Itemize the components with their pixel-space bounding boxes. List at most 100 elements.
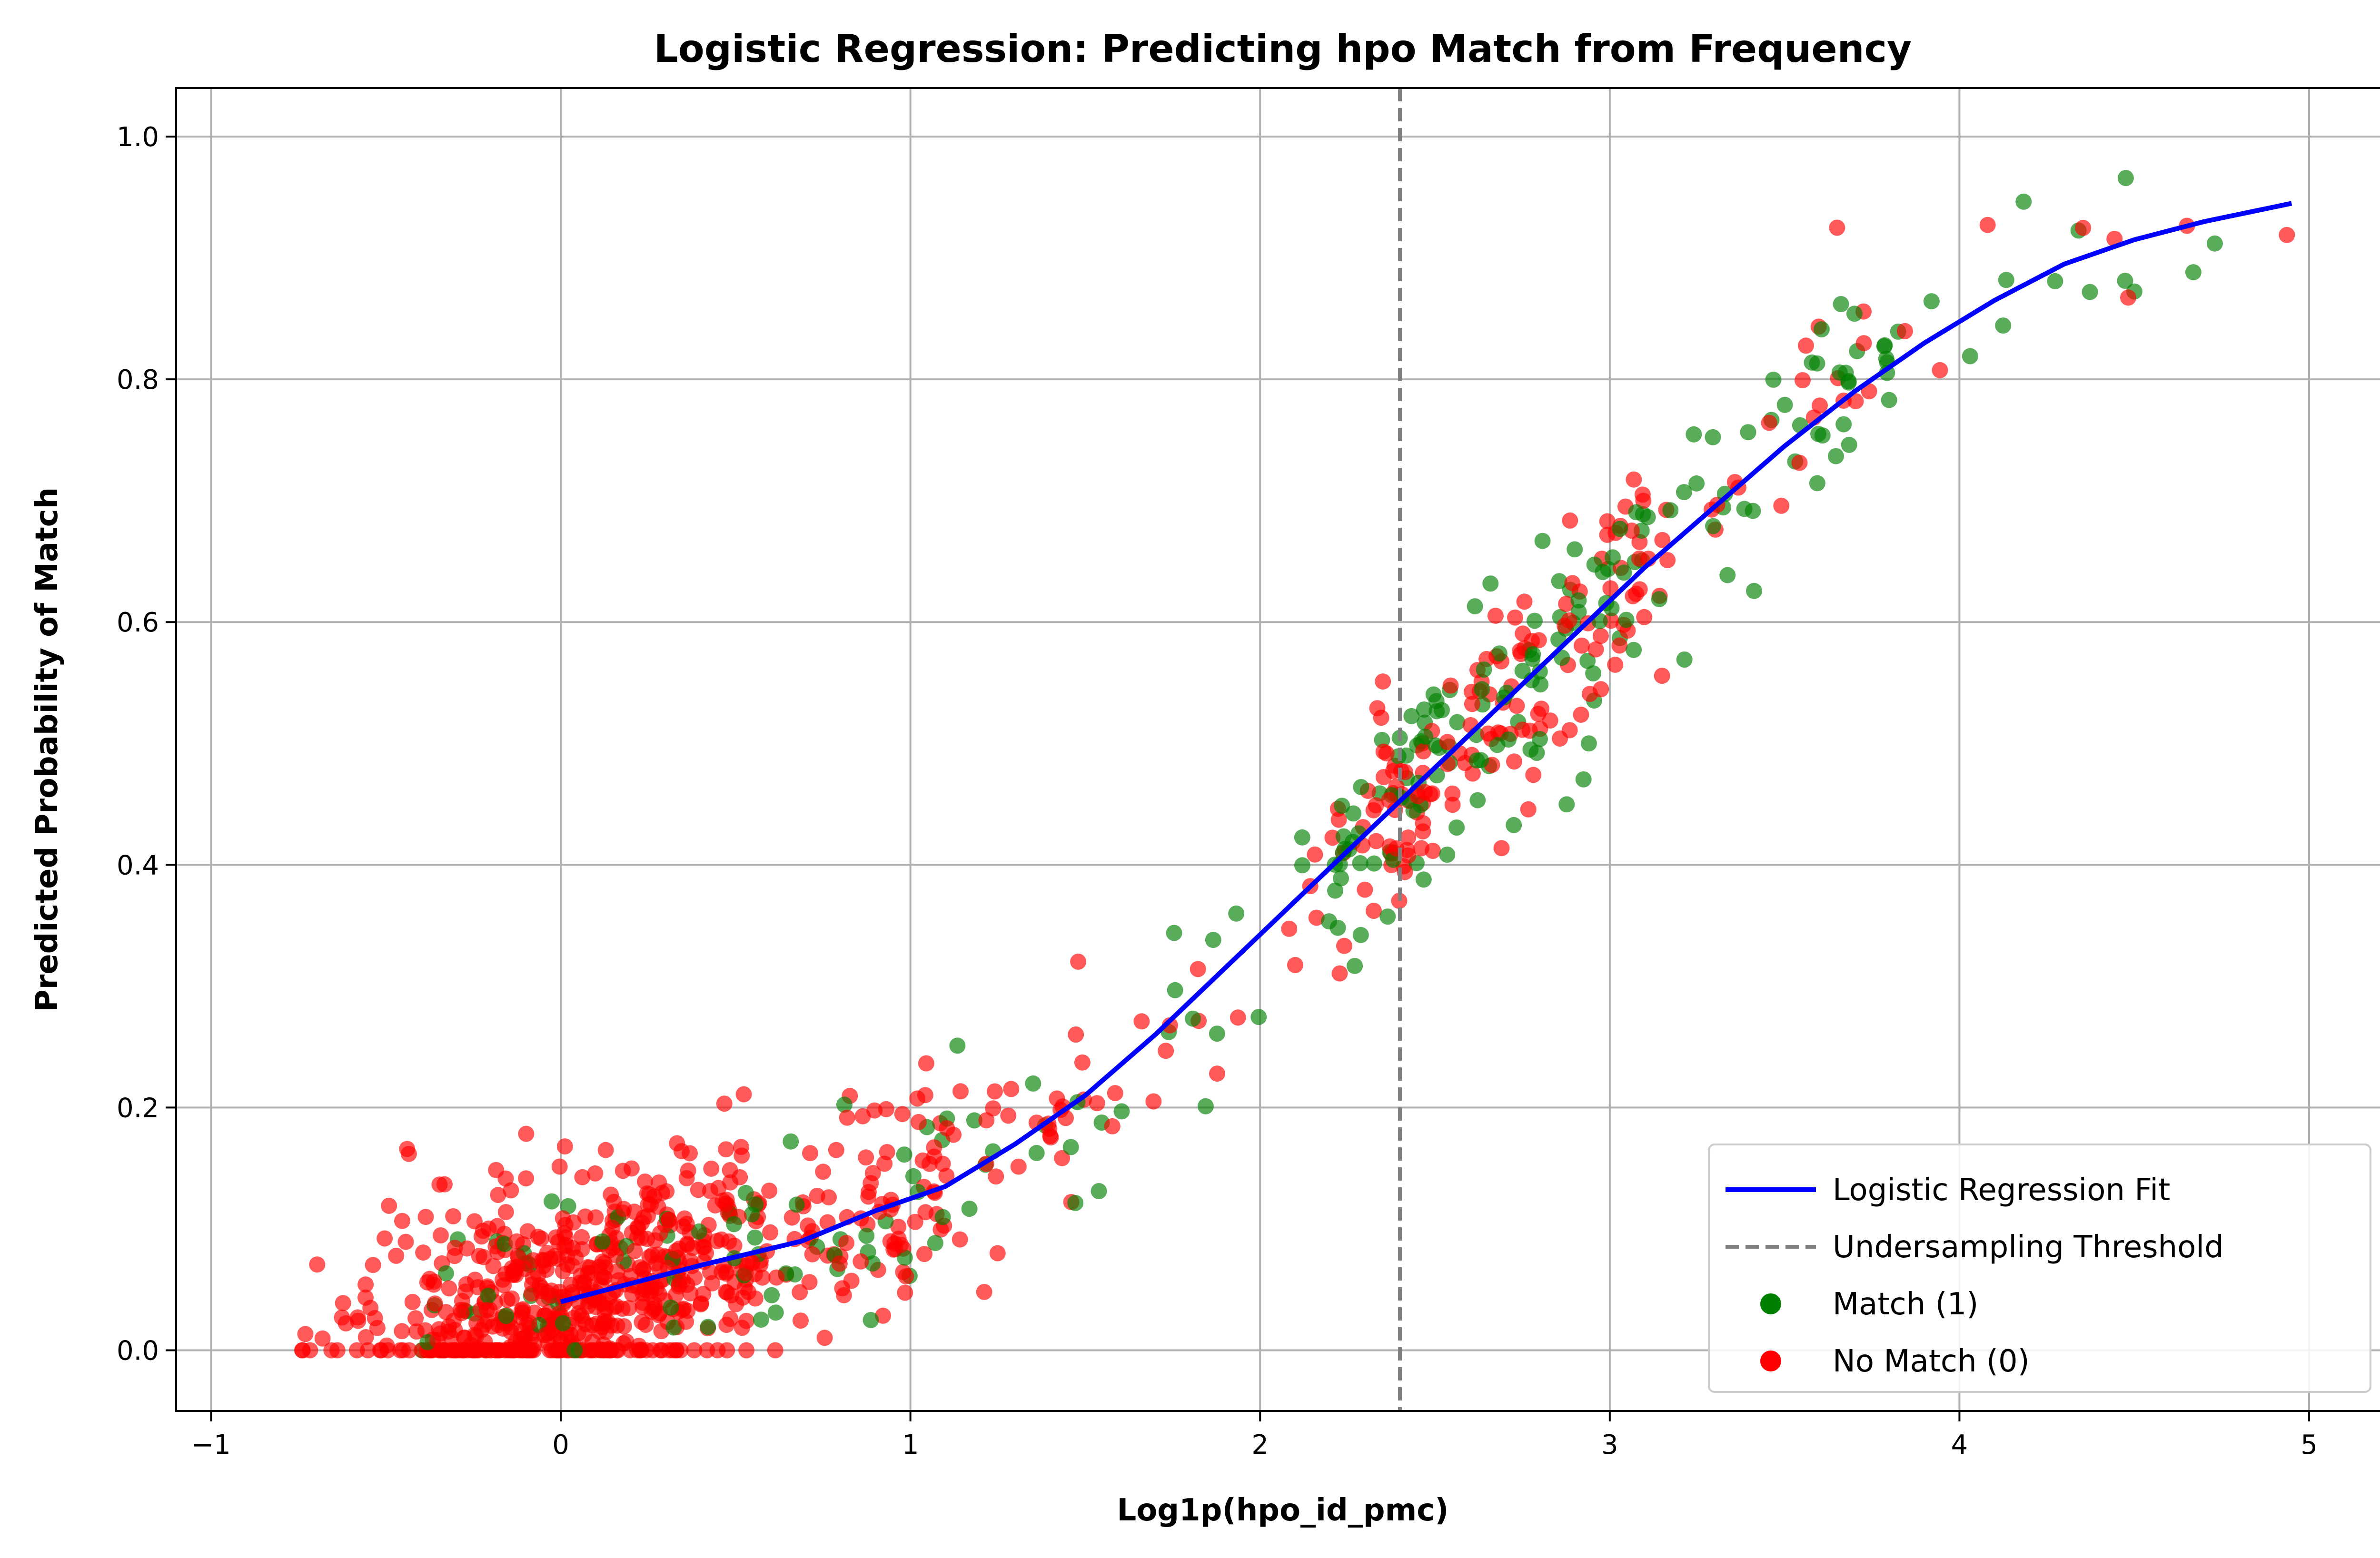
- no-match-point: [783, 1209, 800, 1226]
- no-match-point: [415, 1244, 432, 1261]
- no-match-point: [577, 1208, 594, 1225]
- match-point: [1962, 348, 1978, 365]
- match-point: [1719, 567, 1736, 583]
- match-point: [1449, 714, 1466, 730]
- no-match-point: [876, 1155, 893, 1172]
- no-match-point: [1369, 700, 1386, 717]
- no-match-point: [1133, 1013, 1150, 1030]
- no-match-point: [426, 1295, 443, 1312]
- no-match-point: [1599, 513, 1616, 530]
- no-match-point: [519, 1342, 536, 1359]
- no-match-point: [2075, 219, 2092, 236]
- no-match-point: [518, 1125, 535, 1142]
- no-match-point: [678, 1216, 695, 1232]
- match-point: [1833, 296, 1849, 312]
- no-match-point: [454, 1292, 470, 1309]
- no-match-point: [768, 1269, 785, 1286]
- no-match-point: [740, 1283, 757, 1300]
- match-point: [1491, 645, 1507, 662]
- no-match-point: [1400, 829, 1417, 846]
- match-point: [1705, 429, 1721, 445]
- no-match-point: [458, 1276, 475, 1292]
- no-match-point: [1564, 575, 1581, 592]
- legend-threshold-label: Undersampling Threshold: [1833, 1230, 2224, 1265]
- match-point: [1878, 350, 1894, 367]
- no-match-point: [703, 1160, 720, 1177]
- no-match-point: [432, 1227, 449, 1243]
- no-match-point: [1375, 673, 1391, 690]
- match-point: [1403, 708, 1420, 724]
- no-match-point: [660, 1211, 677, 1228]
- no-match-point: [835, 1287, 852, 1303]
- no-match-point: [446, 1248, 463, 1264]
- match-point: [1434, 702, 1450, 719]
- no-match-point: [686, 1269, 703, 1286]
- match-point: [594, 1233, 611, 1250]
- match-point: [1651, 591, 1667, 608]
- match-point: [836, 1096, 853, 1113]
- no-match-point: [591, 1323, 608, 1340]
- no-match-point: [603, 1317, 620, 1334]
- no-match-point: [1415, 815, 1431, 831]
- match-point: [1353, 779, 1369, 795]
- no-match-point: [1506, 753, 1522, 770]
- match-point: [1345, 805, 1362, 822]
- match-point: [437, 1265, 454, 1282]
- no-match-point: [1190, 961, 1206, 977]
- match-point: [566, 1342, 583, 1359]
- no-match-point: [1896, 323, 1913, 339]
- no-match-point: [499, 1292, 516, 1308]
- match-point: [1776, 396, 1793, 413]
- no-match-point: [1561, 612, 1577, 629]
- no-match-point: [635, 1209, 652, 1226]
- no-match-point: [1611, 637, 1628, 654]
- legend-nomatch-label: No Match (0): [1833, 1344, 2030, 1379]
- no-match-point: [1932, 362, 1948, 378]
- match-point: [691, 1223, 707, 1240]
- no-match-point: [407, 1310, 424, 1327]
- no-match-point: [1493, 840, 1510, 857]
- no-match-point: [567, 1249, 584, 1266]
- no-match-point: [839, 1109, 855, 1126]
- match-point: [1746, 582, 1762, 599]
- match-point: [966, 1112, 982, 1129]
- match-point: [1579, 652, 1596, 669]
- no-match-point: [890, 1218, 907, 1235]
- no-match-point: [1530, 632, 1547, 649]
- no-match-point: [738, 1342, 755, 1359]
- match-point: [2047, 273, 2063, 289]
- no-match-point: [1074, 1054, 1091, 1071]
- match-point: [1923, 293, 1940, 310]
- no-match-point: [476, 1249, 492, 1265]
- match-point: [1467, 598, 1483, 615]
- no-match-point: [1628, 585, 1645, 602]
- no-match-point: [1636, 609, 1653, 625]
- no-match-point: [631, 1338, 647, 1354]
- legend-match-swatch: [1760, 1293, 1781, 1314]
- match-point: [764, 1287, 780, 1303]
- no-match-point: [1068, 1026, 1084, 1043]
- no-match-point: [1400, 847, 1417, 864]
- no-match-point: [1444, 797, 1461, 813]
- no-match-point: [910, 1114, 927, 1130]
- no-match-point: [809, 1188, 825, 1204]
- match-point: [1876, 338, 1893, 355]
- no-match-point: [1829, 219, 1845, 236]
- match-point: [1327, 882, 1343, 899]
- no-match-point: [864, 1165, 881, 1182]
- match-point: [726, 1216, 742, 1233]
- no-match-point: [445, 1342, 461, 1359]
- no-match-point: [518, 1170, 535, 1187]
- match-point: [1585, 665, 1602, 681]
- no-match-point: [637, 1173, 653, 1190]
- no-match-point: [521, 1314, 537, 1331]
- no-match-point: [517, 1329, 534, 1345]
- no-match-point: [392, 1342, 408, 1359]
- match-point: [1294, 829, 1310, 846]
- no-match-point: [921, 1155, 938, 1172]
- no-match-point: [885, 1241, 902, 1258]
- match-point: [1506, 817, 1522, 833]
- no-match-point: [652, 1225, 668, 1242]
- match-point: [737, 1184, 754, 1201]
